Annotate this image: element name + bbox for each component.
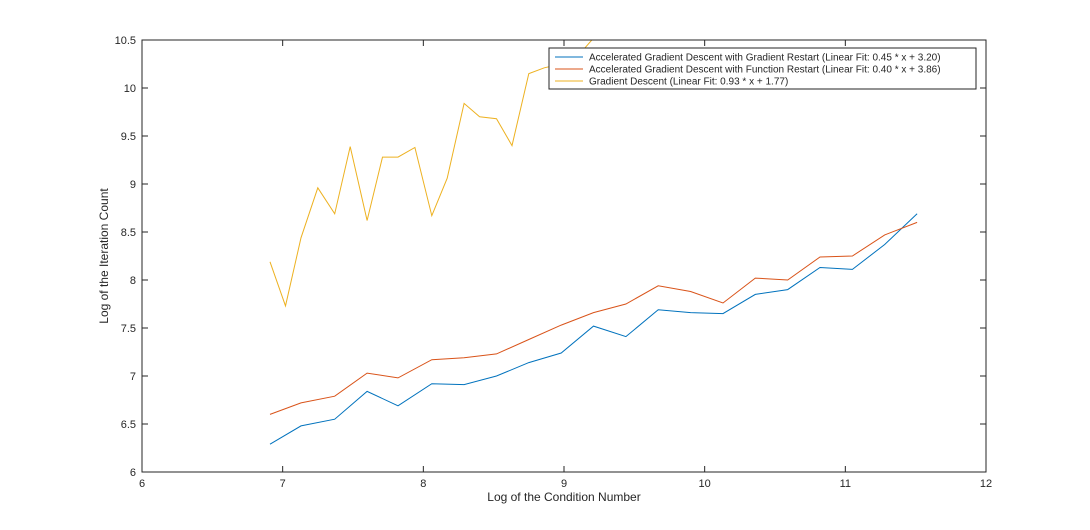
legend-label-3: Gradient Descent (Linear Fit: 0.93 * x +… [589,77,788,88]
x-tick-label: 12 [980,478,992,490]
y-tick-label: 8 [130,275,136,287]
series-line-3 [269,40,593,308]
plot-area [142,40,986,472]
y-tick-label: 8.5 [121,227,136,239]
y-axis-label: Log of the Iteration Count [97,188,111,324]
legend-label-1: Accelerated Gradient Descent with Gradie… [589,53,941,64]
legend-label-2: Accelerated Gradient Descent with Functi… [589,65,941,76]
y-tick-label: 10.5 [115,35,136,47]
x-tick-label: 10 [699,478,711,490]
y-tick-label: 9 [130,179,136,191]
x-axis-label: Log of the Condition Number [487,490,640,504]
y-tick-label: 7 [130,371,136,383]
y-tick-label: 9.5 [121,131,136,143]
y-tick-label: 7.5 [121,323,136,335]
y-tick-label: 6.5 [121,419,136,431]
x-tick-label: 8 [420,478,426,490]
legend: Accelerated Gradient Descent with Gradie… [548,47,977,90]
x-tick-label: 7 [280,478,286,490]
series-line-2 [269,221,918,415]
x-tick-label: 9 [561,478,567,490]
y-tick-label: 10 [124,83,136,95]
x-tick-label: 11 [840,478,851,490]
series-line-1 [269,213,918,445]
x-tick-label: 6 [139,478,145,490]
y-tick-label: 6 [130,467,136,479]
legend-box [548,47,977,90]
